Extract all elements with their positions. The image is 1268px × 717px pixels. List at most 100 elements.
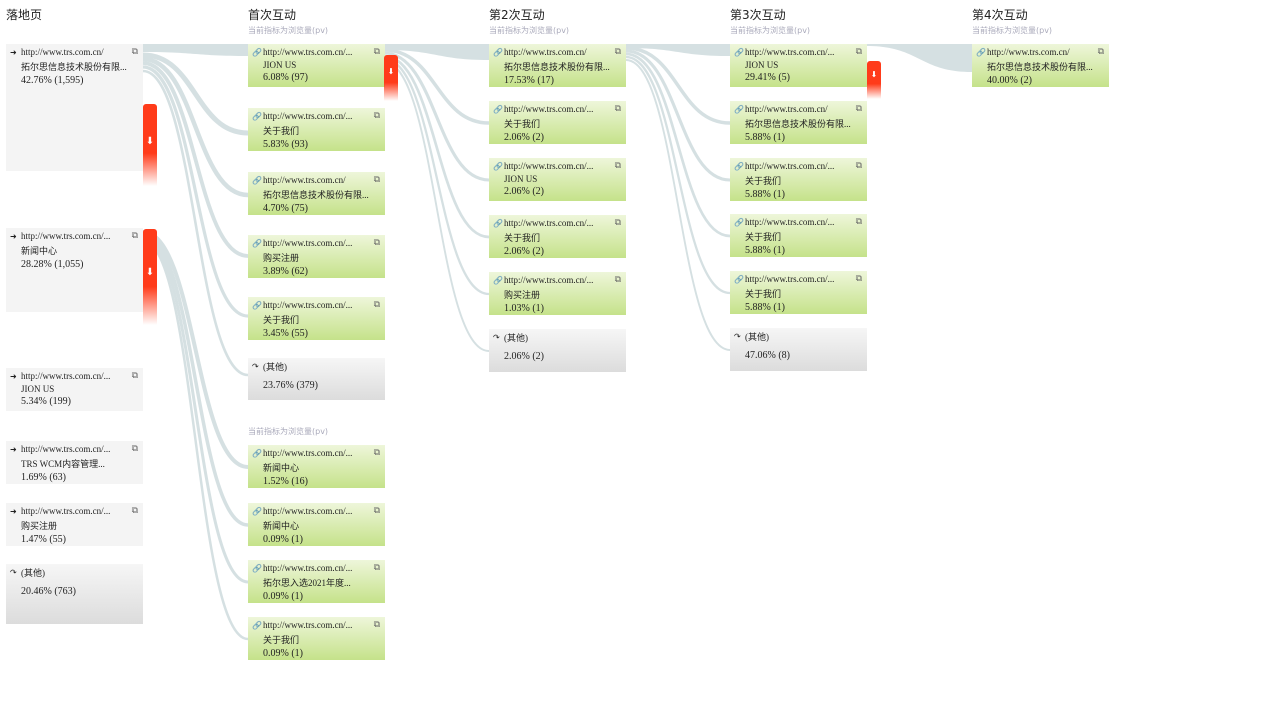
dropoff-arrow-icon[interactable]: ⬇ [143, 229, 157, 325]
external-link-icon[interactable]: ⧉ [131, 230, 138, 240]
node-value: 5.83% (93) [263, 139, 308, 150]
node-page-title: 拓尔思入选2021年度... [263, 578, 351, 588]
external-link-icon[interactable]: ⧉ [855, 216, 862, 226]
link-icon: 🔗 [252, 175, 262, 185]
node-page-title: 拓尔思信息技术股份有限... [21, 62, 127, 72]
flow-node[interactable]: 🔗 http://www.trs.com.cn/... ⧉ 关于我们 5.88% (1) [730, 271, 867, 314]
redirect-icon: ↷ [252, 361, 259, 371]
link-icon: 🔗 [734, 274, 744, 284]
flow-node[interactable]: 🔗 http://www.trs.com.cn/ ⧉ 拓尔思信息技术股份有限... 17… [489, 44, 626, 87]
node-value: 5.88% (1) [745, 132, 785, 143]
flow-link [625, 55, 731, 295]
node-url[interactable]: http://www.trs.com.cn/ [504, 47, 587, 57]
external-link-icon[interactable]: ⧉ [855, 160, 862, 170]
node-page-title: 关于我们 [745, 232, 782, 242]
node-url[interactable]: http://www.trs.com.cn/ [745, 104, 828, 114]
flow-node[interactable]: ➜ http://www.trs.com.cn/... ⧉ 购买注册 1.47% (55… [6, 503, 143, 546]
external-link-icon[interactable]: ⧉ [373, 505, 380, 515]
flow-node[interactable]: ➜ http://www.trs.com.cn/... ⧉ TRS WCM内容管理..… [6, 441, 143, 484]
flow-node[interactable]: 🔗 http://www.trs.com.cn/ ⧉ 拓尔思信息技术股份有限... 4.… [248, 172, 385, 215]
flow-node[interactable]: ↷ (其他) 2.06% (2) [489, 329, 626, 372]
node-url[interactable]: http://www.trs.com.cn/ [21, 47, 104, 57]
dropoff-arrow-icon[interactable]: ⬇ [384, 55, 398, 101]
flow-node[interactable]: 🔗 http://www.trs.com.cn/... ⧉ 关于我们 5.88% (1) [730, 158, 867, 201]
external-link-icon[interactable]: ⧉ [373, 619, 380, 629]
node-url[interactable]: http://www.trs.com.cn/ [987, 47, 1070, 57]
external-link-icon[interactable]: ⧉ [1097, 46, 1104, 56]
node-url[interactable]: http://www.trs.com.cn/... [263, 563, 353, 573]
external-link-icon[interactable]: ⧉ [131, 46, 138, 56]
flow-node[interactable]: 🔗 http://www.trs.com.cn/ ⧉ 拓尔思信息技术股份有限... 5.… [730, 101, 867, 144]
node-url[interactable]: http://www.trs.com.cn/... [504, 161, 594, 171]
external-link-icon[interactable]: ⧉ [855, 46, 862, 56]
flow-node[interactable]: 🔗 http://www.trs.com.cn/... ⧉ 购买注册 1.03% (1) [489, 272, 626, 315]
flow-node[interactable]: 🔗 http://www.trs.com.cn/... ⧉ 新闻中心 0.09% (1) [248, 503, 385, 546]
external-link-icon[interactable]: ⧉ [373, 299, 380, 309]
external-link-icon[interactable]: ⧉ [373, 174, 380, 184]
node-url[interactable]: http://www.trs.com.cn/... [263, 47, 353, 57]
external-link-icon[interactable]: ⧉ [614, 160, 621, 170]
node-url[interactable]: http://www.trs.com.cn/... [745, 47, 835, 57]
node-value: 4.70% (75) [263, 203, 308, 214]
flow-node[interactable]: ↷ (其他) 20.46% (763) [6, 564, 143, 624]
external-link-icon[interactable]: ⧉ [373, 110, 380, 120]
external-link-icon[interactable]: ⧉ [131, 370, 138, 380]
external-link-icon[interactable]: ⧉ [131, 443, 138, 453]
flow-node[interactable]: ↷ (其他) 47.06% (8) [730, 328, 867, 371]
flow-node[interactable]: 🔗 http://www.trs.com.cn/... ⧉ 关于我们 5.83% (93… [248, 108, 385, 151]
external-link-icon[interactable]: ⧉ [373, 447, 380, 457]
link-icon: 🔗 [734, 47, 744, 57]
flow-node[interactable]: 🔗 http://www.trs.com.cn/... ⧉ 新闻中心 1.52% (16… [248, 445, 385, 488]
flow-node[interactable]: 🔗 http://www.trs.com.cn/... ⧉ 关于我们 3.45% (55… [248, 297, 385, 340]
node-url[interactable]: http://www.trs.com.cn/... [504, 104, 594, 114]
node-url[interactable]: http://www.trs.com.cn/... [745, 274, 835, 284]
node-url[interactable]: http://www.trs.com.cn/... [504, 218, 594, 228]
node-value: 0.09% (1) [263, 534, 303, 545]
node-url[interactable]: http://www.trs.com.cn/... [21, 371, 111, 381]
flow-node[interactable]: 🔗 http://www.trs.com.cn/... ⧉ JION US 2.06% … [489, 158, 626, 201]
node-url[interactable]: http://www.trs.com.cn/... [263, 448, 353, 458]
flow-node[interactable]: 🔗 http://www.trs.com.cn/... ⧉ 关于我们 5.88% (1) [730, 214, 867, 257]
flow-node[interactable]: ➜ http://www.trs.com.cn/... ⧉ JION US 5.34% … [6, 368, 143, 411]
node-url[interactable]: http://www.trs.com.cn/... [263, 111, 353, 121]
node-page-title: 关于我们 [263, 126, 300, 136]
external-link-icon[interactable]: ⧉ [131, 505, 138, 515]
external-link-icon[interactable]: ⧉ [855, 273, 862, 283]
flow-node[interactable]: 🔗 http://www.trs.com.cn/ ⧉ 拓尔思信息技术股份有限... 40… [972, 44, 1109, 87]
external-link-icon[interactable]: ⧉ [614, 217, 621, 227]
external-link-icon[interactable]: ⧉ [614, 46, 621, 56]
flow-link [383, 57, 490, 296]
external-link-icon[interactable]: ⧉ [373, 46, 380, 56]
dropoff-arrow-icon[interactable]: ⬇ [867, 61, 881, 99]
flow-node[interactable]: ↷ (其他) 23.76% (379) [248, 358, 385, 400]
flow-node[interactable]: 🔗 http://www.trs.com.cn/... ⧉ 购买注册 3.89% (62… [248, 235, 385, 278]
flow-node[interactable]: 🔗 http://www.trs.com.cn/... ⧉ 关于我们 2.06% (2) [489, 101, 626, 144]
flow-node[interactable]: ➜ http://www.trs.com.cn/ ⧉ 拓尔思信息技术股份有限... 42… [6, 44, 143, 171]
external-link-icon[interactable]: ⧉ [614, 274, 621, 284]
node-url[interactable]: http://www.trs.com.cn/... [745, 217, 835, 227]
flow-node[interactable]: 🔗 http://www.trs.com.cn/... ⧉ 关于我们 0.09% (1) [248, 617, 385, 660]
external-link-icon[interactable]: ⧉ [855, 103, 862, 113]
node-value: 1.03% (1) [504, 303, 544, 314]
flow-node[interactable]: 🔗 http://www.trs.com.cn/... ⧉ JION US 6.08% … [248, 44, 385, 87]
flow-node[interactable]: ➜ http://www.trs.com.cn/... ⧉ 新闻中心 28.28% (1… [6, 228, 143, 312]
node-url[interactable]: http://www.trs.com.cn/... [263, 300, 353, 310]
external-link-icon[interactable]: ⧉ [614, 103, 621, 113]
flow-node[interactable]: 🔗 http://www.trs.com.cn/... ⧉ JION US 29.41%… [730, 44, 867, 87]
flow-node[interactable]: 🔗 http://www.trs.com.cn/... ⧉ 关于我们 2.06% (2) [489, 215, 626, 258]
link-icon: 🔗 [734, 161, 744, 171]
external-link-icon[interactable]: ⧉ [373, 562, 380, 572]
flow-node[interactable]: 🔗 http://www.trs.com.cn/... ⧉ 拓尔思入选2021年度..… [248, 560, 385, 603]
flow-link [142, 61, 249, 258]
node-url[interactable]: http://www.trs.com.cn/... [263, 620, 353, 630]
node-url[interactable]: http://www.trs.com.cn/... [745, 161, 835, 171]
node-url[interactable]: http://www.trs.com.cn/... [504, 275, 594, 285]
node-url[interactable]: http://www.trs.com.cn/... [21, 444, 111, 454]
node-url[interactable]: http://www.trs.com.cn/... [263, 506, 353, 516]
node-url[interactable]: http://www.trs.com.cn/... [263, 238, 353, 248]
node-url[interactable]: http://www.trs.com.cn/... [21, 506, 111, 516]
node-url[interactable]: http://www.trs.com.cn/... [21, 231, 111, 241]
node-url[interactable]: http://www.trs.com.cn/ [263, 175, 346, 185]
external-link-icon[interactable]: ⧉ [373, 237, 380, 247]
dropoff-arrow-icon[interactable]: ⬇ [143, 104, 157, 186]
